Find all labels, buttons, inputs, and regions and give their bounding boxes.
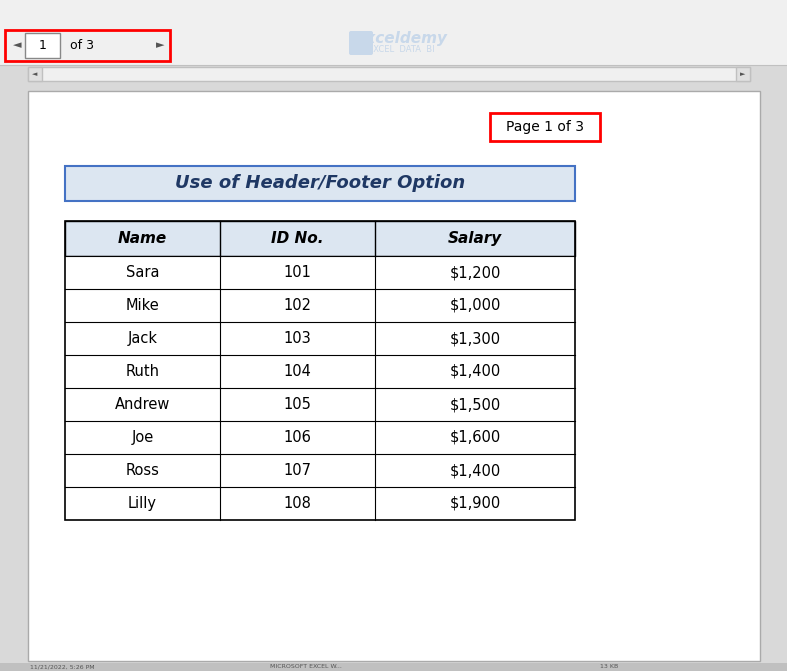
FancyBboxPatch shape — [65, 487, 575, 520]
FancyBboxPatch shape — [65, 289, 575, 322]
Text: Sara: Sara — [126, 265, 159, 280]
Text: 108: 108 — [283, 496, 312, 511]
Text: 107: 107 — [283, 463, 312, 478]
Text: 105: 105 — [283, 397, 312, 412]
FancyBboxPatch shape — [65, 322, 575, 355]
Text: $1,400: $1,400 — [449, 364, 501, 379]
FancyBboxPatch shape — [28, 67, 42, 81]
Text: $1,300: $1,300 — [449, 331, 501, 346]
Text: $1,200: $1,200 — [449, 265, 501, 280]
Text: ◄: ◄ — [13, 40, 21, 50]
Text: 101: 101 — [283, 265, 312, 280]
Text: EXCEL  DATA  BI: EXCEL DATA BI — [368, 44, 434, 54]
Text: 106: 106 — [283, 430, 312, 445]
Text: Joe: Joe — [131, 430, 153, 445]
Text: Andrew: Andrew — [115, 397, 170, 412]
Text: 102: 102 — [283, 298, 312, 313]
Text: Jack: Jack — [127, 331, 157, 346]
FancyBboxPatch shape — [65, 221, 575, 256]
Text: $1,500: $1,500 — [449, 397, 501, 412]
Text: $1,900: $1,900 — [449, 496, 501, 511]
Text: Salary: Salary — [448, 231, 502, 246]
Text: Mike: Mike — [126, 298, 160, 313]
FancyBboxPatch shape — [65, 355, 575, 388]
Text: Lilly: Lilly — [128, 496, 157, 511]
FancyBboxPatch shape — [28, 67, 750, 81]
Text: 11/21/2022, 5:26 PM: 11/21/2022, 5:26 PM — [30, 664, 94, 670]
FancyBboxPatch shape — [0, 0, 787, 65]
FancyBboxPatch shape — [349, 31, 373, 55]
Text: Page 1 of 3: Page 1 of 3 — [506, 120, 584, 134]
FancyBboxPatch shape — [490, 113, 600, 141]
Text: $1,000: $1,000 — [449, 298, 501, 313]
Text: ◄: ◄ — [32, 71, 38, 77]
Text: Ruth: Ruth — [125, 364, 160, 379]
FancyBboxPatch shape — [65, 256, 575, 289]
Text: 103: 103 — [283, 331, 312, 346]
FancyBboxPatch shape — [65, 166, 575, 201]
Text: ►: ► — [156, 40, 164, 50]
FancyBboxPatch shape — [65, 421, 575, 454]
FancyBboxPatch shape — [65, 454, 575, 487]
Text: 1: 1 — [39, 39, 46, 52]
Text: $1,600: $1,600 — [449, 430, 501, 445]
Text: ID No.: ID No. — [272, 231, 323, 246]
FancyBboxPatch shape — [736, 67, 750, 81]
Text: 104: 104 — [283, 364, 312, 379]
Text: Ross: Ross — [126, 463, 160, 478]
FancyBboxPatch shape — [0, 663, 787, 671]
Text: exceldemy: exceldemy — [355, 30, 447, 46]
Text: Name: Name — [118, 231, 167, 246]
Text: ►: ► — [741, 71, 746, 77]
Text: 13 KB: 13 KB — [600, 664, 619, 670]
Text: MICROSOFT EXCEL W...: MICROSOFT EXCEL W... — [270, 664, 342, 670]
FancyBboxPatch shape — [25, 33, 60, 58]
FancyBboxPatch shape — [28, 91, 760, 661]
Text: of 3: of 3 — [70, 39, 94, 52]
FancyBboxPatch shape — [65, 388, 575, 421]
Text: $1,400: $1,400 — [449, 463, 501, 478]
Text: Use of Header/Footer Option: Use of Header/Footer Option — [175, 174, 465, 193]
